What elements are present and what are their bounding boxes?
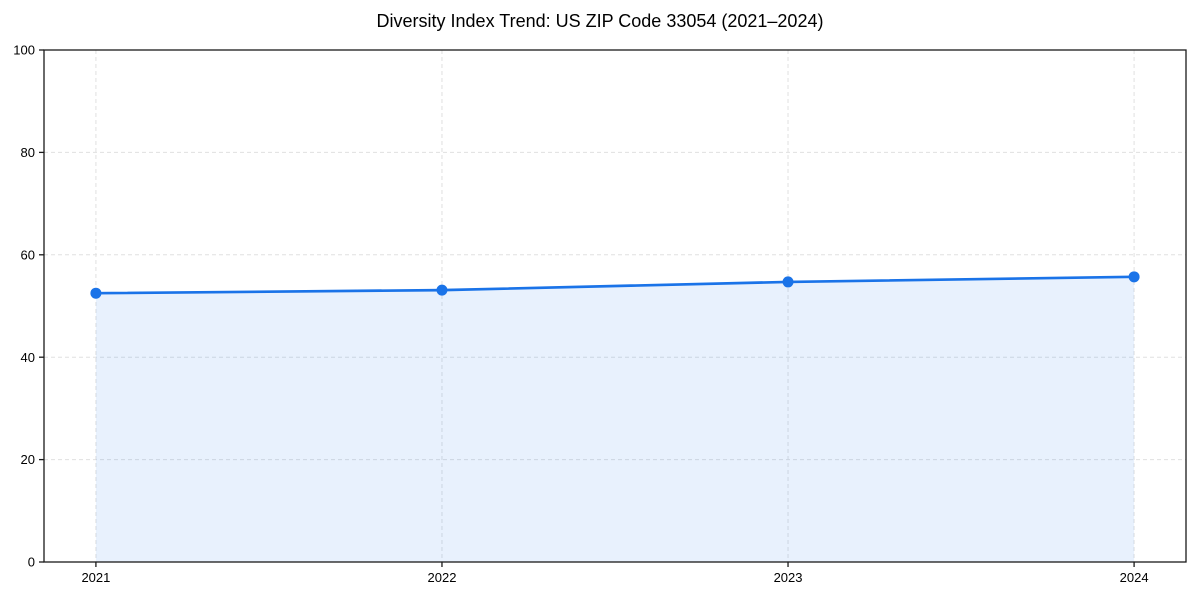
data-point — [782, 276, 794, 288]
y-tick-label: 40 — [21, 350, 35, 365]
x-tick-label: 2022 — [428, 570, 457, 585]
data-point — [90, 287, 102, 299]
y-tick-label: 80 — [21, 145, 35, 160]
trend-line — [94, 275, 1136, 295]
y-tick-label: 20 — [21, 452, 35, 467]
y-tick-label: 0 — [28, 555, 35, 570]
x-tick-label: 2023 — [774, 570, 803, 585]
x-tick-label: 2021 — [81, 570, 110, 585]
plot-border — [43, 49, 1187, 563]
y-tick-label: 60 — [21, 247, 35, 262]
y-tick-label: 100 — [13, 43, 35, 58]
area-fill — [95, 276, 1135, 562]
data-point — [436, 284, 448, 296]
x-tick-label: 2024 — [1120, 570, 1149, 585]
data-point — [1128, 271, 1140, 283]
chart-title: Diversity Index Trend: US ZIP Code 33054… — [376, 11, 824, 31]
